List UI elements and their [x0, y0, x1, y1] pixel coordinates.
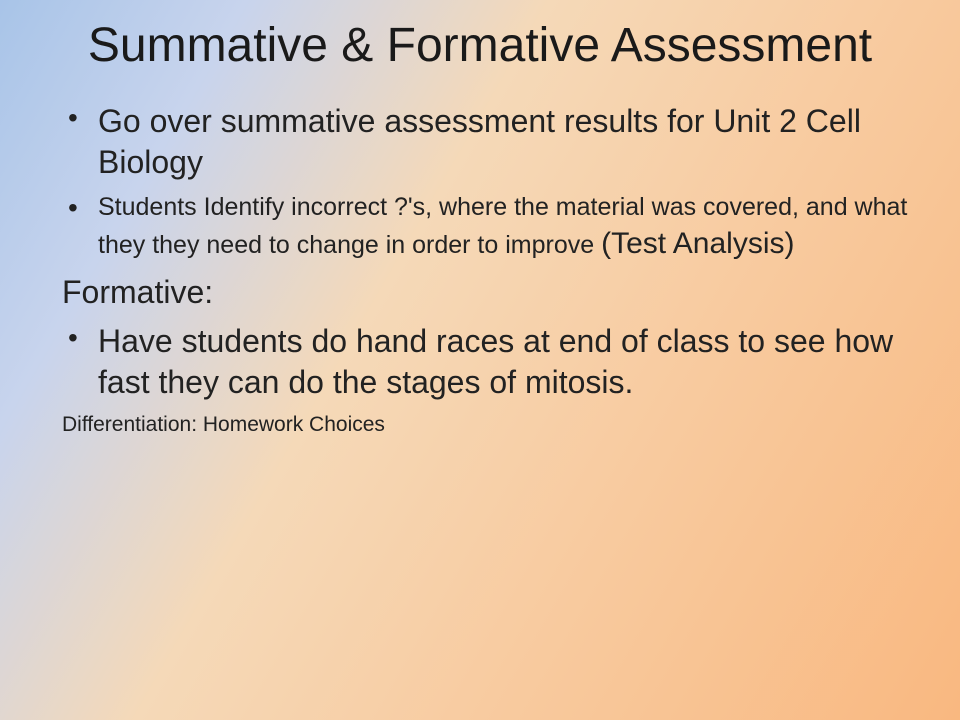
bullet-item-2: Students Identify incorrect ?'s, where t… [60, 191, 910, 264]
formative-subheading: Formative: [60, 272, 910, 314]
bullet-item-1: Go over summative assessment results for… [60, 101, 910, 183]
bullet-text-3: Have students do hand races at end of cl… [98, 323, 893, 400]
bullet-text-1: Go over summative assessment results for… [98, 103, 861, 180]
bullet-text-2-emph: (Test Analysis) [601, 227, 794, 260]
slide-title: Summative & Formative Assessment [50, 18, 910, 73]
slide-content: Go over summative assessment results for… [50, 101, 910, 437]
footnote-text: Differentiation: Homework Choices [60, 413, 910, 437]
slide-container: Summative & Formative Assessment Go over… [0, 0, 960, 720]
bullet-item-3: Have students do hand races at end of cl… [60, 321, 910, 403]
bullet-list: Go over summative assessment results for… [60, 101, 910, 437]
